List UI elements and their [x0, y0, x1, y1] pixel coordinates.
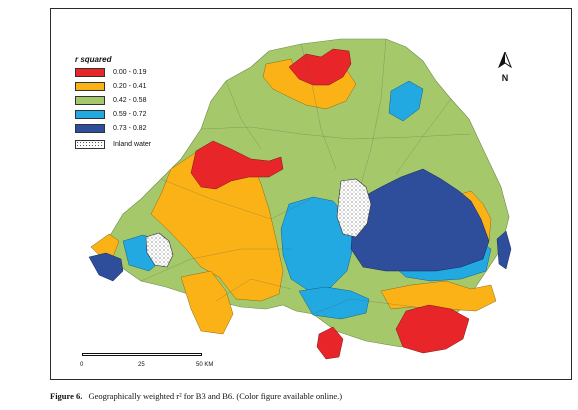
legend-item: 0.59 - 0.72 — [75, 109, 185, 120]
legend-label: 0.42 - 0.58 — [113, 97, 147, 104]
map-legend: r squared 0.00 - 0.19 0.20 - 0.41 0.42 -… — [75, 55, 185, 153]
legend-item: 0.73 - 0.82 — [75, 123, 185, 134]
map-frame: r squared 0.00 - 0.19 0.20 - 0.41 0.42 -… — [50, 8, 572, 380]
legend-title: r squared — [75, 55, 112, 64]
region-yellow-southeast — [380, 280, 497, 312]
choropleth-map — [88, 38, 512, 360]
legend-swatch — [75, 68, 105, 77]
legend-item: 0.42 - 0.58 — [75, 95, 185, 106]
caption-text: Geographically weighted r² for B3 and B6… — [88, 391, 343, 401]
legend-label-water: Inland water — [113, 141, 152, 148]
legend-label: 0.59 - 0.72 — [113, 111, 147, 118]
region-lightblue-south — [298, 286, 370, 320]
region-red-west — [190, 140, 284, 190]
lough-neagh — [336, 178, 372, 238]
figure-caption: Figure 6. Geographically weighted r² for … — [50, 391, 342, 401]
north-label: N — [501, 73, 509, 83]
scale-tick: 25 — [138, 362, 145, 368]
legend-swatch-water — [75, 140, 105, 149]
legend-item: 0.20 - 0.41 — [75, 81, 185, 92]
legend-swatch — [75, 124, 105, 133]
district-boundaries — [140, 38, 472, 315]
legend-item-water: Inland water — [75, 139, 185, 150]
legend-label: 0.73 - 0.82 — [113, 125, 147, 132]
caption-label: Figure 6. — [50, 391, 83, 401]
scale-tick: 50 KM — [196, 362, 214, 368]
region-yellow-south — [180, 270, 234, 335]
scale-bar-line — [82, 353, 202, 356]
region-lightblue-center — [280, 196, 354, 292]
region-darkblue-west — [88, 252, 124, 282]
north-arrow: N — [496, 50, 514, 83]
region-red-southeast — [395, 304, 470, 354]
scale-tick: 0 — [80, 362, 84, 368]
legend-label: 0.20 - 0.41 — [113, 83, 147, 90]
north-arrow-icon — [497, 50, 513, 69]
legend-swatch — [75, 82, 105, 91]
legend-label: 0.00 - 0.19 — [113, 69, 147, 76]
legend-swatch — [75, 96, 105, 105]
scale-bar: 0 25 50 KM — [80, 353, 214, 373]
region-darkblue-east — [350, 168, 490, 272]
region-darkblue-east-coast — [496, 230, 512, 270]
lough-erne — [145, 232, 174, 268]
region-red-north — [288, 48, 352, 86]
legend-item: 0.00 - 0.19 — [75, 67, 185, 78]
region-lightblue-north — [388, 80, 424, 122]
legend-swatch — [75, 110, 105, 119]
region-red-south — [316, 326, 344, 360]
